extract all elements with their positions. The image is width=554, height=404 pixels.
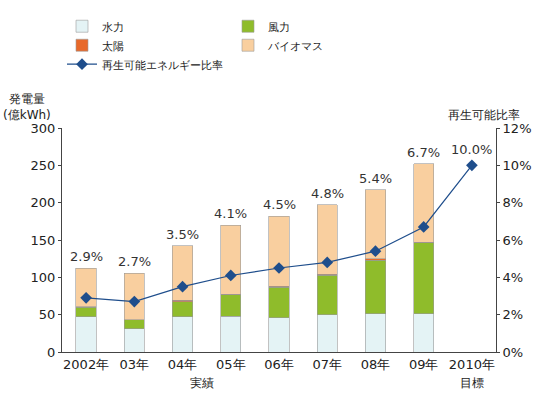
svg-text:12%: 12% xyxy=(503,121,532,136)
svg-text:実績: 実績 xyxy=(190,376,214,390)
svg-text:2.7%: 2.7% xyxy=(118,254,151,269)
svg-text:水力: 水力 xyxy=(102,21,124,34)
svg-text:250: 250 xyxy=(31,158,56,173)
svg-text:4.5%: 4.5% xyxy=(263,197,296,212)
svg-text:再生可能比率: 再生可能比率 xyxy=(448,108,520,122)
svg-text:200: 200 xyxy=(31,195,56,210)
svg-text:0: 0 xyxy=(47,345,55,360)
svg-text:8%: 8% xyxy=(503,195,524,210)
svg-text:2010年: 2010年 xyxy=(449,357,495,372)
svg-text:150: 150 xyxy=(31,233,56,248)
svg-text:4%: 4% xyxy=(503,270,524,285)
svg-text:2002年: 2002年 xyxy=(63,357,109,372)
svg-text:4.8%: 4.8% xyxy=(311,186,344,201)
svg-text:03年: 03年 xyxy=(120,357,150,372)
svg-text:0%: 0% xyxy=(503,345,524,360)
svg-text:05年: 05年 xyxy=(216,357,246,372)
svg-text:2%: 2% xyxy=(503,307,524,322)
svg-text:10.0%: 10.0% xyxy=(451,142,492,157)
svg-text:5.4%: 5.4% xyxy=(359,171,392,186)
svg-text:6%: 6% xyxy=(503,233,524,248)
svg-text:04年: 04年 xyxy=(168,357,198,372)
svg-text:300: 300 xyxy=(31,121,56,136)
svg-text:6.7%: 6.7% xyxy=(407,145,440,160)
svg-text:3.5%: 3.5% xyxy=(166,227,199,242)
svg-text:09年: 09年 xyxy=(409,357,439,372)
svg-text:再生可能エネルギー比率: 再生可能エネルギー比率 xyxy=(102,59,223,72)
svg-text:06年: 06年 xyxy=(264,357,294,372)
svg-text:100: 100 xyxy=(31,270,56,285)
svg-text:07年: 07年 xyxy=(312,357,342,372)
svg-text:50: 50 xyxy=(39,307,56,322)
svg-text:発電量(億kWh): 発電量(億kWh) xyxy=(3,92,51,122)
svg-text:4.1%: 4.1% xyxy=(214,206,247,221)
svg-text:太陽: 太陽 xyxy=(102,40,124,53)
svg-text:08年: 08年 xyxy=(361,357,391,372)
svg-text:バイオマス: バイオマス xyxy=(267,40,323,53)
svg-text:2.9%: 2.9% xyxy=(70,249,103,264)
svg-text:目標: 目標 xyxy=(460,376,484,390)
svg-text:風力: 風力 xyxy=(268,21,290,34)
svg-text:10%: 10% xyxy=(503,158,532,173)
